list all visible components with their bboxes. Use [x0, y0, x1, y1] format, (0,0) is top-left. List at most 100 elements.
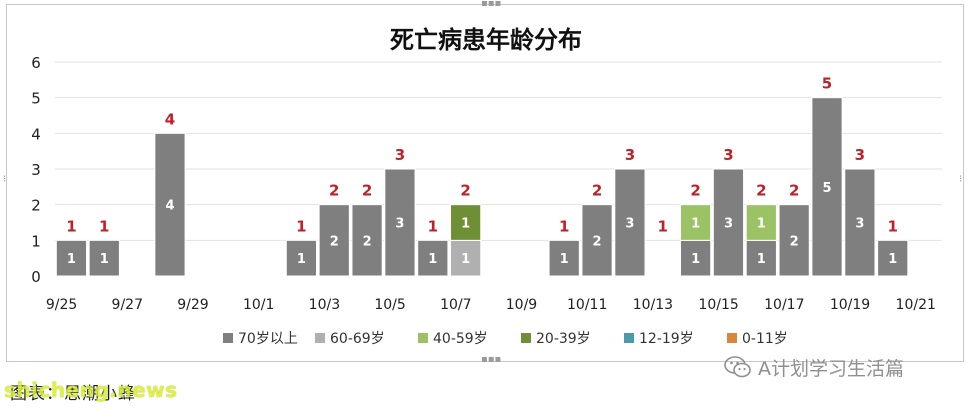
resize-handle-top[interactable]: ▪▪▪ — [481, 0, 502, 9]
x-tick-label: 9/25 — [46, 297, 77, 313]
legend-item[interactable]: 12-19岁 — [624, 331, 694, 347]
legend-item[interactable]: 20-39岁 — [521, 331, 591, 347]
bar-value-label: 2 — [363, 234, 372, 249]
bar-value-label: 1 — [428, 252, 437, 267]
bar-segment — [614, 168, 646, 277]
x-axis-ticks: 9/25 9/27 9/29 10/1 10/3 10/5 10/7 10/9 10/11 10/… — [46, 297, 936, 313]
x-tick-label: 10/15 — [698, 297, 738, 313]
bar-value-label: 3 — [625, 217, 634, 232]
bar-segment — [844, 168, 876, 277]
bar-value-label: 1 — [100, 252, 109, 267]
total-label: 5 — [822, 75, 832, 93]
x-tick-label: 10/7 — [440, 297, 471, 313]
legend-label: 60-69岁 — [330, 331, 385, 347]
bar-value-label: 1 — [757, 217, 766, 232]
resize-handle-bottom[interactable]: ▪▪▪ — [481, 354, 502, 365]
legend-swatch — [223, 333, 233, 343]
y-tick-label: 3 — [31, 161, 41, 179]
bar-segment — [55, 239, 88, 277]
total-label: 1 — [559, 217, 569, 235]
x-tick-label: 10/11 — [567, 297, 607, 313]
bar-segment — [548, 239, 580, 277]
y-tick-label: 2 — [31, 197, 41, 215]
bars: 1 1 4 1 2 2 3 1 1 1 1 2 3 1 1 3 1 1 2 5 3 1 — [55, 97, 909, 277]
total-label: 1 — [888, 217, 898, 235]
bar-segment — [318, 204, 350, 277]
y-axis-ticks: 0 1 2 3 4 5 6 — [31, 54, 41, 286]
x-tick-label: 10/1 — [243, 297, 274, 313]
y-tick-label: 4 — [31, 125, 41, 143]
watermark-text: A计划学习生活篇 — [758, 357, 904, 380]
y-tick-label: 0 — [31, 268, 41, 286]
bar-value-label: 1 — [297, 252, 306, 267]
x-tick-label: 9/27 — [112, 297, 143, 313]
bar-value-label: 1 — [560, 252, 569, 267]
footer: 图表：思潮小蜂 shicheng.news — [4, 376, 177, 406]
x-tick-label: 10/13 — [633, 297, 673, 313]
bar-value-label: 2 — [790, 234, 799, 249]
bar-segment — [417, 239, 449, 277]
bar-segment — [351, 204, 383, 277]
bar-value-label: 2 — [593, 234, 602, 249]
legend-swatch — [624, 333, 634, 343]
total-label: 2 — [592, 182, 602, 200]
x-tick-label: 10/5 — [374, 297, 405, 313]
bar-segment — [679, 204, 712, 241]
bar-segment — [154, 132, 186, 277]
legend-item[interactable]: 40-59岁 — [418, 331, 488, 347]
bar-segment — [679, 239, 712, 277]
legend-swatch — [315, 333, 325, 343]
legend-item[interactable]: 60-69岁 — [315, 331, 385, 347]
bar-segment — [450, 204, 482, 241]
bar-segment — [384, 168, 416, 277]
source-watermark: shicheng.news — [4, 378, 178, 402]
chart-caption: 图表：思潮小蜂 — [10, 383, 136, 404]
legend-label: 40-59岁 — [433, 331, 488, 347]
x-tick-label: 10/19 — [830, 297, 870, 313]
bar-segment — [581, 204, 613, 277]
watermark: A计划学习生活篇 — [724, 352, 904, 382]
legend-swatch — [727, 333, 737, 343]
legend-label: 0-11岁 — [742, 331, 788, 347]
bar-value-label: 1 — [691, 252, 700, 267]
wechat-icon — [724, 356, 751, 378]
total-labels: 1 1 4 1 2 2 3 1 2 1 2 3 1 2 3 2 2 5 3 1 — [66, 75, 898, 236]
total-label: 1 — [658, 217, 668, 235]
legend-swatch — [418, 333, 428, 343]
total-label: 1 — [99, 217, 109, 235]
bar-segment — [745, 204, 777, 241]
legend-swatch — [521, 333, 531, 343]
legend: 70岁以上 60-69岁 40-59岁 20-39岁 12-19岁 0-11岁 — [223, 331, 788, 347]
bar-segment — [745, 239, 777, 277]
y-tick-label: 6 — [31, 54, 41, 72]
bar-value-label: 5 — [822, 181, 831, 196]
bar-segment — [811, 97, 843, 277]
bar-segment — [778, 204, 810, 277]
bar-value-label: 2 — [330, 234, 339, 249]
total-label: 2 — [756, 182, 766, 200]
resize-handle-right[interactable]: ⁝ — [959, 174, 963, 185]
bar-segment — [877, 239, 909, 277]
bar-value-label: 3 — [724, 217, 733, 232]
total-label: 2 — [362, 182, 372, 200]
bar-value-label: 1 — [757, 252, 766, 267]
legend-label: 20-39岁 — [536, 331, 591, 347]
legend-item[interactable]: 0-11岁 — [727, 331, 788, 347]
chart-title: 死亡病患年龄分布 — [390, 26, 582, 54]
y-tick-label: 5 — [31, 90, 41, 108]
bar-value-label: 4 — [165, 199, 174, 214]
total-label: 4 — [165, 110, 175, 128]
x-tick-label: 10/9 — [506, 297, 537, 313]
total-label: 2 — [329, 182, 339, 200]
total-label: 3 — [855, 146, 865, 164]
x-tick-label: 9/29 — [177, 297, 208, 313]
bar-value-label: 1 — [691, 217, 700, 232]
total-label: 3 — [395, 146, 405, 164]
resize-handle-left[interactable]: ⁝ — [3, 174, 7, 185]
legend-item[interactable]: 70岁以上 — [223, 331, 298, 347]
total-label: 2 — [690, 182, 700, 200]
bar-value-label: 3 — [395, 217, 404, 232]
legend-label: 70岁以上 — [238, 331, 298, 347]
total-label: 2 — [460, 182, 470, 200]
